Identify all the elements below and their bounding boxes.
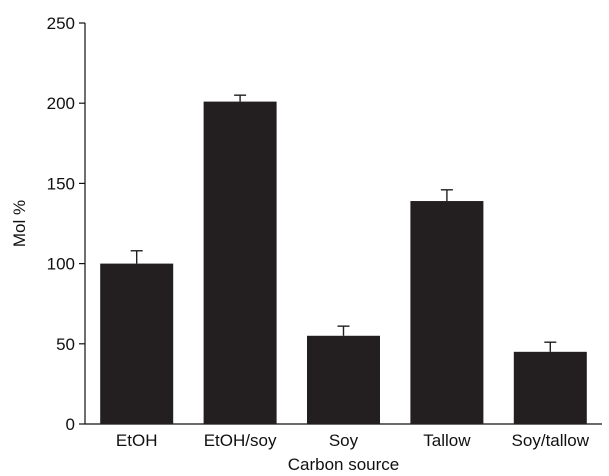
x-tick-label: EtOH bbox=[116, 431, 158, 450]
x-tick-label: Soy bbox=[329, 431, 359, 450]
x-axis-label: Carbon source bbox=[288, 455, 400, 474]
y-tick-label: 150 bbox=[47, 174, 75, 193]
bar-soy bbox=[307, 335, 380, 424]
x-tick-label: Tallow bbox=[423, 431, 471, 450]
y-tick-label: 0 bbox=[66, 415, 75, 434]
y-tick-label: 200 bbox=[47, 94, 75, 113]
y-axis-label: Mol % bbox=[10, 200, 29, 247]
y-tick-label: 100 bbox=[47, 255, 75, 274]
bar-soy-tallow bbox=[513, 351, 587, 424]
bar-etoh bbox=[100, 263, 174, 424]
bar-tallow bbox=[410, 201, 484, 424]
x-tick-label: EtOH/soy bbox=[204, 431, 277, 450]
y-tick-label: 250 bbox=[47, 14, 75, 33]
x-tick-label: Soy/tallow bbox=[512, 431, 590, 450]
y-ticks: 0 50 100 150 200 250 bbox=[47, 14, 85, 434]
bar-etoh-soy bbox=[203, 101, 277, 424]
y-tick-label: 50 bbox=[56, 335, 75, 354]
bars bbox=[100, 94, 587, 424]
x-tick-labels: EtOH EtOH/soy Soy Tallow Soy/tallow bbox=[116, 431, 590, 450]
